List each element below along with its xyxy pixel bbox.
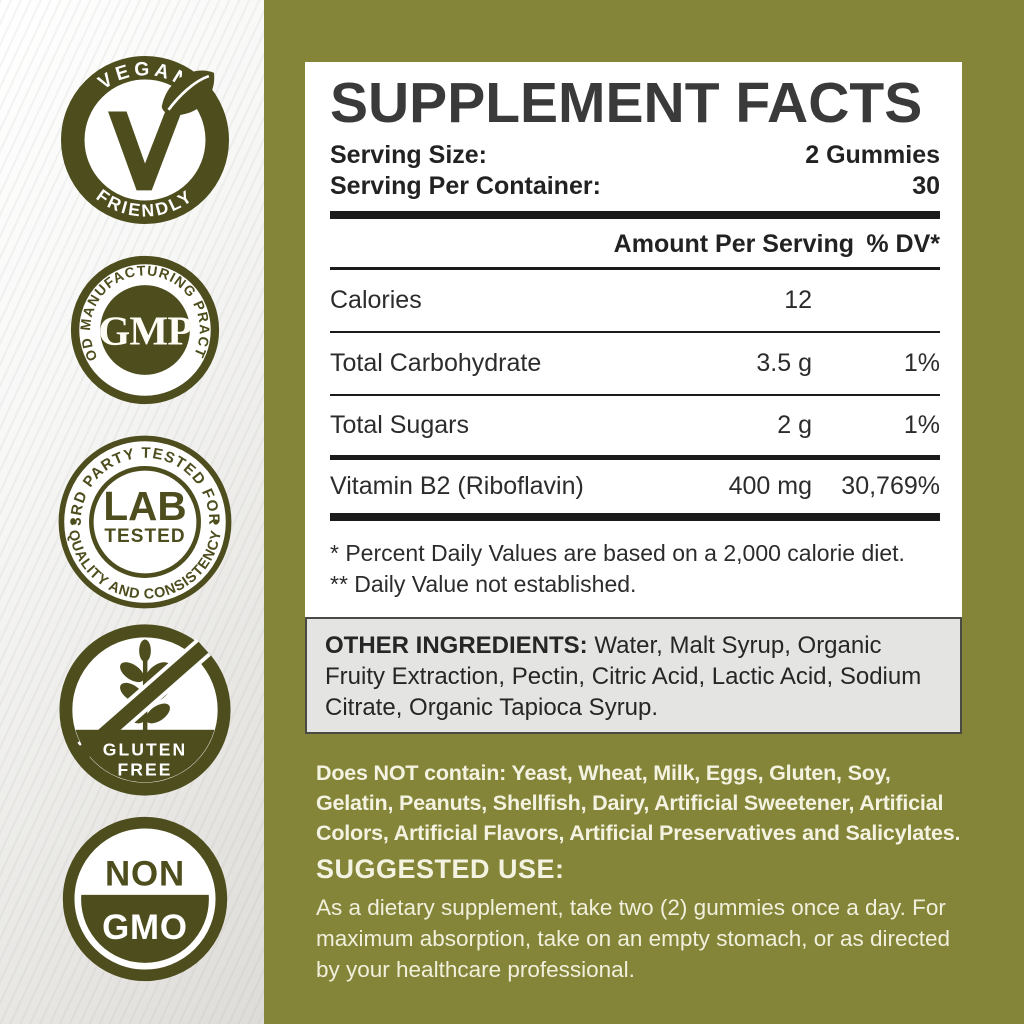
- non-gmo-line1: NON: [105, 855, 185, 894]
- lab-tested-badge: 3RD PARTY TESTED FOR QUALITY AND CONSIST…: [57, 434, 233, 610]
- nutrient-dv: 30,769%: [841, 472, 940, 501]
- gluten-free-icon: GLUTEN FREE: [59, 624, 231, 796]
- divider-thick: [330, 211, 940, 220]
- divider-medium: [330, 267, 940, 271]
- suggested-use-text: As a dietary supplement, take two (2) gu…: [316, 895, 951, 982]
- suggested-use-heading: SUGGESTED USE:: [316, 854, 565, 884]
- nutrient-name: Vitamin B2 (Riboflavin): [330, 472, 584, 501]
- vegan-friendly-badge: VEGAN FRIENDLY: [61, 56, 229, 224]
- dv-header: % DV*: [866, 230, 940, 259]
- lab-center-line1: LAB: [103, 483, 186, 529]
- footnotes: * Percent Daily Values are based on a 2,…: [330, 538, 940, 600]
- lab-center-line2: TESTED: [104, 526, 185, 547]
- gmp-icon: GOOD MANUFACTURING PRACTICE GMP: [69, 254, 220, 405]
- serving-size-row: Serving Size: 2 Gummies: [330, 140, 940, 171]
- nutrient-name: Total Carbohydrate: [330, 349, 542, 378]
- serving-size-value: 2 Gummies: [805, 141, 940, 170]
- nutrient-name: Total Sugars: [330, 411, 469, 440]
- table-row: Total Sugars 2 g 1%: [330, 396, 940, 461]
- table-header-row: Amount Per Serving % DV*: [330, 219, 940, 267]
- nutrient-dv: 1%: [903, 349, 940, 378]
- nutrient-amount: 12: [784, 286, 812, 315]
- servings-per-container-row: Serving Per Container: 30: [330, 171, 940, 202]
- gmp-center-text: GMP: [98, 307, 191, 353]
- nutrient-amount: 3.5 g: [756, 349, 812, 378]
- nutrient-amount: 2 g: [777, 411, 812, 440]
- other-ingredients-label: OTHER INGREDIENTS:: [325, 632, 588, 659]
- amount-per-serving-header: Amount Per Serving: [613, 230, 854, 259]
- serving-size-label: Serving Size:: [330, 141, 487, 170]
- non-gmo-icon: NON GMO: [62, 816, 228, 982]
- servings-label: Serving Per Container:: [330, 172, 601, 201]
- nutrient-amount: 400 mg: [728, 472, 812, 501]
- does-not-contain-label: Does NOT contain:: [316, 761, 507, 785]
- nutrient-dv: 1%: [903, 411, 940, 440]
- vegan-friendly-icon: VEGAN FRIENDLY: [61, 56, 229, 224]
- lab-tested-icon: 3RD PARTY TESTED FOR QUALITY AND CONSIST…: [58, 435, 232, 609]
- nutrient-name: Calories: [330, 286, 422, 315]
- gluten-free-line2: FREE: [117, 759, 172, 779]
- badge-column: VEGAN FRIENDLY GOOD MANUFACTURING PRACTI…: [0, 0, 264, 1024]
- supplement-facts-title: SUPPLEMENT FACTS: [330, 71, 923, 135]
- other-ingredients-box: OTHER INGREDIENTS: Water, Malt Syrup, Or…: [305, 617, 962, 734]
- supplement-facts-panel: SUPPLEMENT FACTS Serving Size: 2 Gummies…: [305, 62, 962, 617]
- does-not-contain-text: Yeast, Wheat, Milk, Eggs, Gluten, Soy, G…: [316, 761, 961, 845]
- footnote-daily-values: * Percent Daily Values are based on a 2,…: [330, 540, 905, 567]
- vegan-v-icon: [108, 103, 184, 191]
- leaf-icon: [161, 70, 215, 116]
- does-not-contain: Does NOT contain: Yeast, Wheat, Milk, Eg…: [316, 758, 964, 848]
- gluten-free-badge: GLUTEN FREE: [59, 624, 231, 796]
- servings-value: 30: [912, 172, 940, 201]
- table-row: Calories 12: [330, 270, 940, 334]
- footnote-dv-not-established: ** Daily Value not established.: [330, 571, 637, 598]
- gmp-badge: GOOD MANUFACTURING PRACTICE GMP: [69, 254, 221, 406]
- table-row: Total Carbohydrate 3.5 g 1%: [330, 333, 940, 397]
- gluten-free-line1: GLUTEN: [103, 740, 187, 760]
- table-row: Vitamin B2 (Riboflavin) 400 mg 30,769%: [330, 460, 940, 522]
- non-gmo-badge: NON GMO: [62, 816, 228, 982]
- other-ingredients-text: Water, Malt Syrup, Organic Fruity Extrac…: [325, 632, 922, 721]
- non-gmo-line2: GMO: [102, 908, 188, 947]
- serving-info: Serving Size: 2 Gummies Serving Per Cont…: [330, 140, 940, 202]
